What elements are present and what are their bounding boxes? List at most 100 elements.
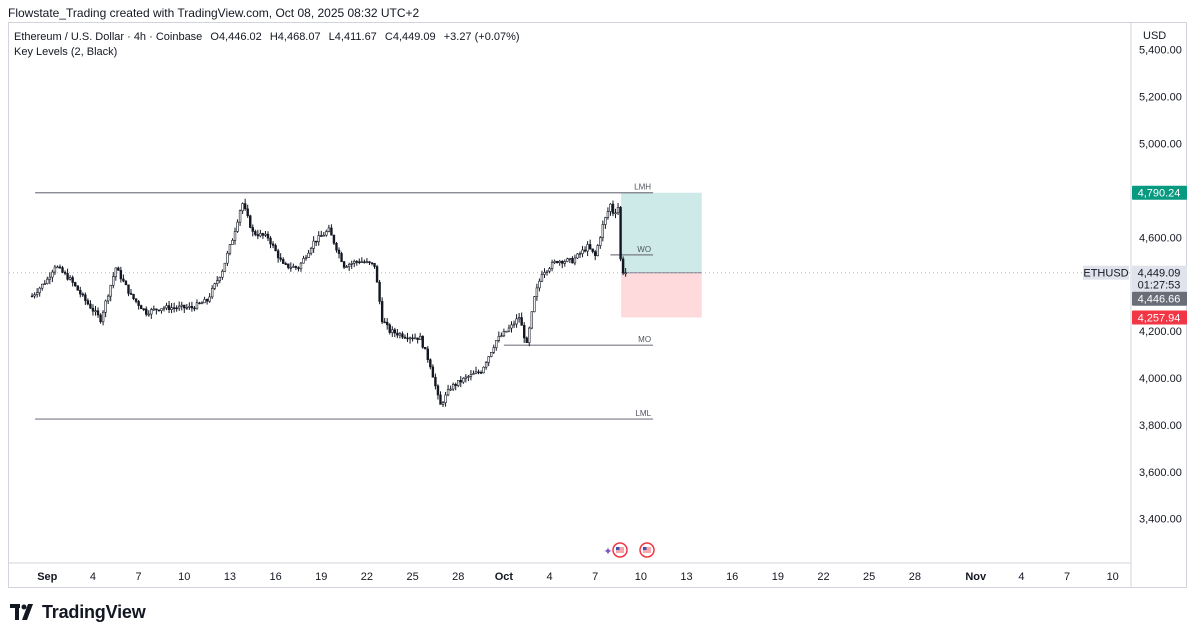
candle-body [297, 267, 300, 270]
candle-body [408, 337, 412, 340]
candle-body [294, 266, 298, 268]
candle-body [540, 274, 544, 282]
candle-body [261, 233, 265, 236]
x-tick-label: 28 [909, 571, 921, 583]
candle-body [119, 270, 123, 280]
candle-body [462, 377, 465, 383]
candle-body [469, 374, 473, 377]
x-tick-label: 4 [90, 571, 96, 583]
candle-body [231, 239, 234, 245]
candle-body [528, 327, 531, 343]
currency-label[interactable]: USD [1143, 30, 1167, 42]
candle-body [403, 336, 407, 339]
candle-body [355, 261, 358, 263]
x-tick-label: Nov [965, 571, 987, 583]
indicator-label[interactable]: Key Levels (2, Black) [14, 46, 118, 58]
candle-body [614, 212, 617, 215]
candle-body [43, 283, 46, 285]
candle-body [200, 302, 204, 305]
candle-body [594, 251, 597, 256]
long-position-stop-zone[interactable] [621, 272, 702, 318]
x-tick-label: 22 [817, 571, 829, 583]
target-price-tag-bg [1132, 185, 1187, 200]
long-position-target-zone[interactable] [621, 192, 702, 273]
sparkle-icon[interactable]: ✦ [603, 545, 612, 558]
candle-body [94, 310, 97, 313]
candle-body [386, 321, 389, 326]
candle-body [500, 335, 503, 338]
candle-body [411, 337, 414, 340]
candle-body [353, 261, 356, 264]
symbol-ohlc-row: Ethereum / U.S. Dollar · 4h · Coinbase O… [14, 30, 525, 45]
candle-body [327, 227, 331, 232]
x-tick-label: 13 [224, 571, 236, 583]
candle-body [332, 234, 336, 244]
candle-body [604, 217, 607, 225]
candle-body [162, 307, 166, 310]
candle-body [522, 325, 526, 339]
candle-body [266, 233, 270, 239]
candle-body [58, 266, 62, 269]
candle-body [330, 227, 333, 236]
candle-body [581, 249, 584, 254]
candle-body [282, 259, 285, 264]
candle-body [150, 309, 153, 315]
candle-body [165, 305, 168, 309]
candle-body [624, 272, 627, 275]
candle-body [416, 337, 419, 340]
candle-body [137, 301, 140, 306]
target-price-tag: 4,790.24 [1138, 188, 1181, 200]
candle-body [320, 235, 323, 237]
candle-body [284, 263, 287, 265]
candle-body [454, 383, 457, 386]
candle-body [56, 266, 59, 269]
candle-body [172, 307, 176, 309]
ticker-tag[interactable]: ETHUSD [1083, 268, 1128, 280]
candle-body [71, 277, 74, 283]
candle-body [314, 240, 318, 243]
symbol-title[interactable]: Ethereum / U.S. Dollar · 4h · Coinbase [14, 31, 203, 43]
candle-body [142, 308, 145, 311]
candle-body [342, 261, 346, 268]
candle-body [264, 233, 267, 236]
candle-body [434, 376, 437, 387]
candle-body [218, 277, 221, 282]
candle-body [99, 314, 102, 323]
candle-body [599, 237, 602, 246]
x-tick-label: 7 [592, 571, 598, 583]
candle-body [350, 263, 353, 265]
x-tick-label: 4 [546, 571, 552, 583]
candle-body [122, 278, 125, 282]
y-tick-label: 4,200.00 [1139, 326, 1182, 338]
candle-body [588, 244, 592, 250]
candle-body [370, 262, 374, 264]
candle-body [312, 240, 315, 249]
candle-body [233, 231, 237, 241]
candle-body [238, 210, 242, 223]
x-tick-label: 19 [772, 571, 784, 583]
candle-body [106, 295, 110, 302]
candle-body [358, 261, 361, 264]
candle-body [619, 207, 622, 260]
x-tick-label: 10 [178, 571, 190, 583]
candle-body [155, 308, 158, 311]
candle-body [550, 262, 554, 269]
candle-body [363, 261, 366, 264]
x-tick-label: 13 [680, 571, 692, 583]
candle-body [46, 278, 49, 284]
candle-body [482, 366, 485, 374]
flag-stripes-icon [643, 547, 651, 553]
last-price-tag-bg [1132, 265, 1187, 292]
candle-body [474, 371, 478, 374]
ohlc-open: O4,446.02 [210, 31, 262, 43]
x-tick-label: 16 [726, 571, 738, 583]
candle-body [210, 288, 214, 298]
candle-body [167, 305, 171, 310]
candle-body [502, 331, 506, 337]
candle-body [530, 311, 534, 329]
stop-price-tag: 4,257.94 [1138, 313, 1181, 325]
key-level-label-wo: WO [637, 245, 651, 254]
candle-body [601, 224, 605, 238]
candle-body [424, 347, 427, 350]
